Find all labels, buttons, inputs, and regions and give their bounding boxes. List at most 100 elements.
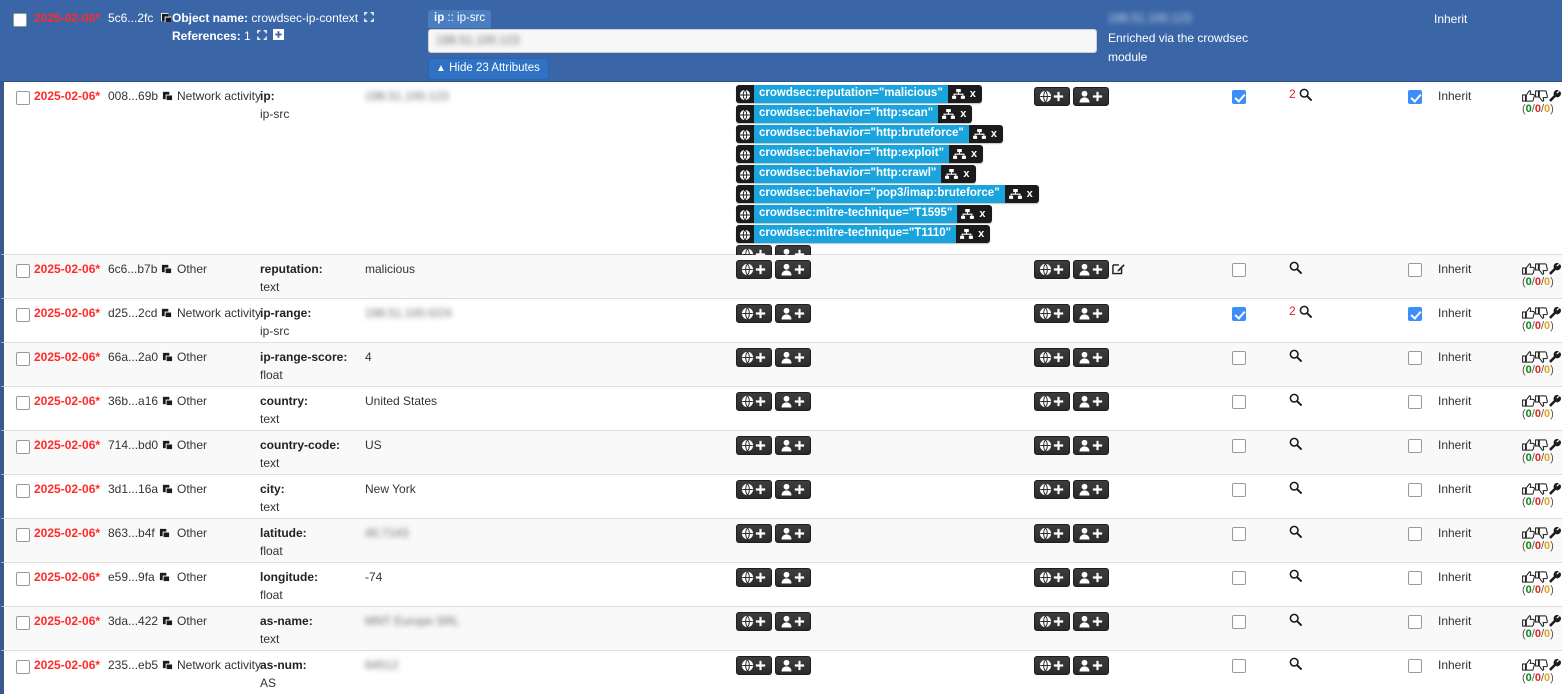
thumbs-down-icon[interactable] — [1535, 90, 1548, 102]
tag-label[interactable]: crowdsec:behavior="http:crawl" — [754, 165, 942, 183]
add-global-galaxy-button[interactable] — [1034, 260, 1070, 279]
copy-icon[interactable] — [162, 395, 173, 406]
tag-label[interactable]: crowdsec:behavior="http:bruteforce" — [754, 125, 969, 143]
add-global-tag-button[interactable] — [736, 304, 772, 323]
add-global-tag-button[interactable] — [736, 480, 772, 499]
row-select-checkbox[interactable] — [16, 351, 30, 366]
thumbs-up-icon[interactable] — [1522, 658, 1535, 671]
thumbs-up-icon[interactable] — [1522, 614, 1535, 627]
add-local-galaxy-button[interactable] — [1073, 304, 1109, 323]
attribute-value[interactable]: United States — [365, 394, 437, 408]
attribute-value[interactable]: 198.51.100.0/24 — [365, 306, 452, 320]
thumbs-up-icon[interactable] — [1522, 394, 1535, 407]
add-local-tag-button[interactable] — [775, 480, 811, 499]
thumbs-down-icon[interactable] — [1535, 483, 1548, 495]
globe-icon[interactable] — [736, 166, 754, 182]
ids-flag-checkbox[interactable] — [1232, 658, 1246, 673]
attribute-value[interactable]: 40.7143 — [365, 526, 408, 540]
search-icon[interactable] — [1289, 569, 1302, 583]
thumbs-down-icon[interactable] — [1535, 571, 1548, 583]
distribution-checkbox[interactable] — [1408, 89, 1422, 104]
row-select-checkbox[interactable] — [16, 307, 30, 322]
tag[interactable]: crowdsec:mitre-technique="T1110" x — [736, 225, 991, 243]
copy-icon[interactable] — [161, 307, 172, 318]
wrench-icon[interactable] — [1548, 614, 1561, 627]
copy-icon[interactable] — [161, 263, 172, 274]
add-global-galaxy-button[interactable] — [1034, 568, 1070, 587]
ids-flag-checkbox[interactable] — [1232, 262, 1246, 277]
tag[interactable]: crowdsec:reputation="malicious" x — [736, 85, 982, 103]
add-global-galaxy-button[interactable] — [1034, 348, 1070, 367]
row-select-checkbox[interactable] — [16, 615, 30, 630]
distribution-checkbox[interactable] — [1408, 526, 1422, 541]
globe-icon[interactable] — [736, 186, 754, 202]
tag-remove-button[interactable]: x — [969, 87, 976, 100]
tag-label[interactable]: crowdsec:mitre-technique="T1110" — [754, 225, 957, 243]
ids-flag-checkbox[interactable] — [1232, 306, 1246, 321]
distribution-checkbox[interactable] — [1408, 438, 1422, 453]
add-local-tag-button[interactable] — [775, 524, 811, 543]
thumbs-down-icon[interactable] — [1535, 615, 1548, 627]
sitemap-icon[interactable] — [941, 167, 960, 181]
tag-label[interactable]: crowdsec:behavior="http:exploit" — [754, 145, 950, 163]
row-select-checkbox[interactable] — [16, 90, 30, 105]
search-icon[interactable] — [1289, 393, 1302, 407]
tag[interactable]: crowdsec:mitre-technique="T1595" x — [736, 205, 992, 223]
ids-flag-checkbox[interactable] — [1232, 89, 1246, 104]
add-global-galaxy-button[interactable] — [1034, 612, 1070, 631]
add-local-tag-button[interactable] — [775, 612, 811, 631]
search-icon[interactable] — [1289, 657, 1302, 671]
tag-label[interactable]: crowdsec:mitre-technique="T1595" — [754, 205, 958, 223]
sitemap-icon[interactable] — [957, 207, 976, 221]
thumbs-down-icon[interactable] — [1535, 439, 1548, 451]
add-local-galaxy-button[interactable] — [1073, 260, 1109, 279]
thumbs-up-icon[interactable] — [1522, 482, 1535, 495]
attribute-value[interactable]: US — [365, 438, 382, 452]
tag-remove-button[interactable]: x — [979, 207, 986, 220]
thumbs-down-icon[interactable] — [1535, 659, 1548, 671]
object-select-checkbox[interactable] — [13, 12, 27, 27]
row-select-checkbox[interactable] — [16, 263, 30, 278]
wrench-icon[interactable] — [1548, 482, 1561, 495]
copy-icon[interactable] — [162, 439, 173, 450]
copy-icon[interactable] — [158, 527, 170, 538]
distribution-checkbox[interactable] — [1408, 658, 1422, 673]
expand-icon[interactable] — [257, 29, 270, 43]
distribution-checkbox[interactable] — [1408, 394, 1422, 409]
search-icon[interactable] — [1289, 261, 1302, 275]
add-global-galaxy-button[interactable] — [1034, 524, 1070, 543]
copy-icon[interactable] — [162, 615, 173, 626]
wrench-icon[interactable] — [1548, 350, 1561, 363]
row-select-checkbox[interactable] — [16, 439, 30, 454]
add-global-galaxy-button[interactable] — [1034, 87, 1070, 106]
distribution-checkbox[interactable] — [1408, 306, 1422, 321]
copy-icon[interactable] — [162, 483, 173, 494]
add-global-tag-button[interactable] — [736, 392, 772, 411]
add-local-tag-button[interactable] — [775, 348, 811, 367]
tag-remove-button[interactable]: x — [990, 127, 997, 140]
thumbs-down-icon[interactable] — [1535, 395, 1548, 407]
add-local-tag-button[interactable] — [775, 304, 811, 323]
edit-attribute-icon[interactable] — [1112, 262, 1125, 275]
add-reference-icon[interactable] — [273, 29, 285, 43]
add-local-galaxy-button[interactable] — [1073, 524, 1109, 543]
search-icon[interactable] — [1299, 305, 1312, 319]
thumbs-down-icon[interactable] — [1535, 527, 1548, 539]
wrench-icon[interactable] — [1548, 438, 1561, 451]
add-global-tag-button[interactable] — [736, 568, 772, 587]
tag-remove-button[interactable]: x — [963, 167, 970, 180]
tag[interactable]: crowdsec:behavior="http:scan" x — [736, 105, 973, 123]
search-icon[interactable] — [1289, 613, 1302, 627]
sitemap-icon[interactable] — [969, 127, 988, 141]
wrench-icon[interactable] — [1548, 570, 1561, 583]
thumbs-up-icon[interactable] — [1522, 526, 1535, 539]
copy-icon[interactable] — [162, 90, 173, 101]
sitemap-icon[interactable] — [956, 227, 975, 241]
add-local-galaxy-button[interactable] — [1073, 436, 1109, 455]
copy-icon[interactable] — [162, 351, 173, 362]
hide-attributes-button[interactable]: ▲ Hide 23 Attributes — [428, 58, 549, 80]
search-icon[interactable] — [1289, 437, 1302, 451]
add-global-tag-button[interactable] — [736, 612, 772, 631]
object-value-input[interactable]: 198.51.100.123 — [428, 29, 1097, 53]
distribution-checkbox[interactable] — [1408, 570, 1422, 585]
